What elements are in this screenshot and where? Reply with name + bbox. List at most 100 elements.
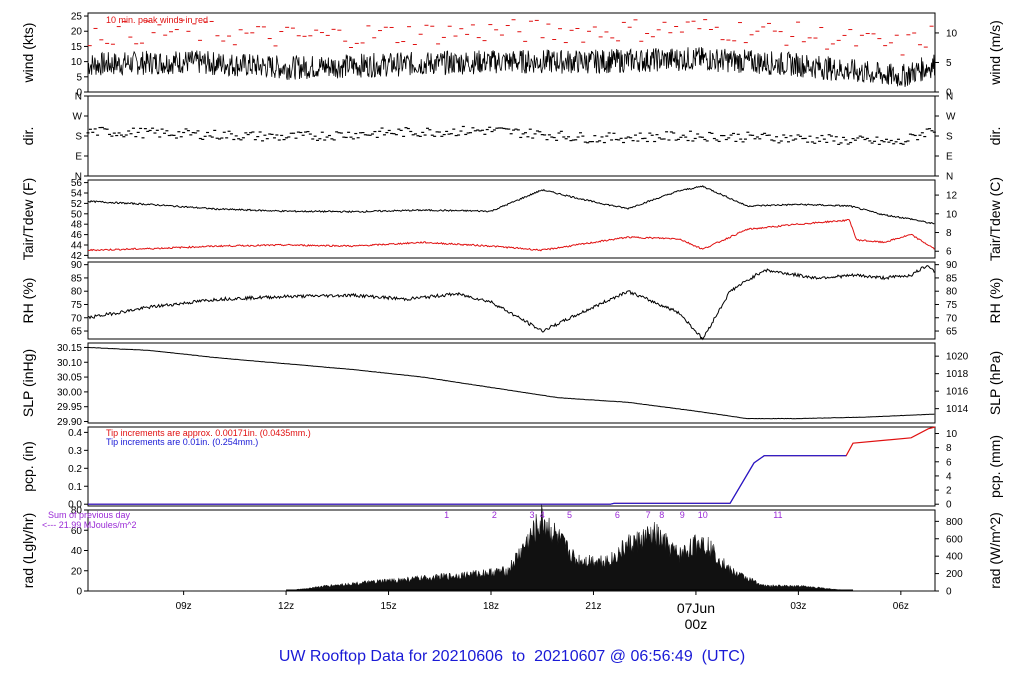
pcp-right-tick-label: 2: [946, 486, 952, 497]
slp-left-tick-label: 30.05: [57, 373, 82, 384]
temp-right-tick-label: 6: [946, 247, 952, 258]
slp-right-tick-label: 1014: [946, 404, 969, 415]
temp-left-tick-label: 42: [71, 251, 83, 262]
slp-left-tick-label: 29.95: [57, 402, 82, 413]
title-prefix: UW Rooftop Data for: [278, 648, 428, 665]
x-tick-label: 15z: [380, 601, 396, 612]
rad-sum-line2: <--- 21.99 MJoules/m^2: [42, 520, 137, 530]
rad-left-tick-label: 40: [71, 546, 83, 557]
slp-left-tick-label: 30.10: [57, 358, 82, 369]
rad-sample-label: 4: [540, 510, 545, 520]
rad-sample-label: 5: [567, 510, 572, 520]
dir-ylabel-right: dir.: [987, 127, 1003, 146]
rh-right-tick-label: 90: [946, 260, 958, 271]
rad-left-tick-label: 60: [71, 526, 83, 537]
dir-left-tick-label: S: [75, 132, 82, 143]
rad-sample-label: 8: [659, 510, 664, 520]
slp-right-tick-label: 1018: [946, 369, 969, 380]
dir-right-tick-label: W: [946, 112, 956, 123]
rh-right-tick-label: 75: [946, 300, 958, 311]
rad-ylabel-right: rad (W/m^2): [987, 512, 1003, 589]
wind-left-tick-label: 25: [71, 12, 83, 23]
rad-left-tick-label: 20: [71, 566, 83, 577]
temp-left-tick-label: 54: [71, 189, 83, 200]
rad-sample-label: 10: [698, 510, 708, 520]
dir-right-tick-label: E: [946, 152, 953, 163]
rh-right-tick-label: 70: [946, 313, 958, 324]
rad-left-tick-label: 0: [76, 587, 82, 598]
temp-left-tick-label: 46: [71, 230, 83, 241]
slp-left-tick-label: 30.15: [57, 343, 82, 354]
wind-left-tick-label: 5: [76, 72, 82, 83]
rh-right-tick-label: 80: [946, 287, 958, 298]
temp-series-1: [87, 219, 935, 252]
rad-sample-label: 3: [529, 510, 534, 520]
x-tick-label: 18z: [483, 601, 499, 612]
pcp-right-tick-label: 6: [946, 457, 952, 468]
rad-right-tick-label: 400: [946, 552, 963, 563]
rad-sample-label: 7: [646, 510, 651, 520]
pcp-right-tick-label: 8: [946, 443, 952, 454]
dir-left-tick-label: N: [75, 92, 82, 103]
slp-left-tick-label: 29.90: [57, 417, 82, 428]
pcp-note-red: Tip increments are approx. 0.00171in. (0…: [106, 428, 311, 438]
title-to: to: [511, 648, 526, 665]
rh-right-tick-label: 65: [946, 327, 958, 338]
temp-ylabel-right: Tair/Tdew (C): [987, 177, 1003, 261]
pcp-left-tick-label: 0.1: [68, 482, 82, 493]
rh-left-tick-label: 65: [71, 327, 83, 338]
rad-sum-line1: Sum of previous day: [48, 510, 131, 520]
dir-right-tick-label: N: [946, 92, 953, 103]
dir-right-tick-label: S: [946, 132, 953, 143]
pcp-left-tick-label: 0.0: [68, 500, 82, 511]
wind-left-tick-label: 20: [71, 27, 83, 38]
pcp-ylabel-left: pcp. (in): [20, 441, 36, 492]
slp-panel-frame: [87, 342, 936, 424]
title-time: 06:56:49: [630, 648, 693, 665]
pcp-panel-frame: [87, 426, 936, 507]
x-tick-label: 21z: [585, 601, 601, 612]
rh-panel-frame: [87, 261, 936, 340]
wind-left-tick-label: 0: [76, 88, 82, 99]
rad-sample-label: 1: [444, 510, 449, 520]
x-date-label: 07Jun: [677, 600, 715, 616]
title-at: @: [609, 648, 626, 665]
temp-left-tick-label: 44: [71, 241, 83, 252]
rad-right-tick-label: 0: [946, 587, 952, 598]
wind-panel-frame: [87, 12, 936, 93]
wind-speed-series: [87, 47, 935, 87]
x-tick-label: 09z: [176, 601, 192, 612]
pcp-left-tick-label: 0.3: [68, 446, 82, 457]
slp-ylabel-right: SLP (hPa): [987, 351, 1003, 415]
rh-series-0: [87, 265, 935, 341]
rh-ylabel-left: RH (%): [20, 278, 36, 324]
dir-right-tick-label: N: [946, 172, 953, 183]
rh-left-tick-label: 85: [71, 273, 83, 284]
pcp-left-tick-label: 0.4: [68, 428, 82, 439]
pcp-note-blue: Tip increments are 0.01in. (0.254mm.): [106, 437, 258, 447]
temp-left-tick-label: 56: [71, 178, 83, 189]
temp-series-0: [88, 185, 935, 225]
dir-ylabel-left: dir.: [20, 127, 36, 146]
pcp-left-tick-label: 0.2: [68, 464, 82, 475]
slp-left-tick-label: 30.00: [57, 387, 82, 398]
rh-left-tick-label: 70: [71, 313, 83, 324]
rh-right-tick-label: 85: [946, 273, 958, 284]
temp-left-tick-label: 52: [71, 199, 83, 210]
wind-ylabel-left: wind (kts): [20, 23, 36, 84]
title-start-date: 20210606: [431, 648, 503, 665]
rad-left-tick-label: 80: [71, 506, 83, 517]
temp-ylabel-left: Tair/Tdew (F): [20, 178, 36, 260]
temp-left-tick-label: 50: [71, 209, 83, 220]
rad-ylabel-left: rad (Lgly/hr): [20, 513, 36, 588]
dir-left-tick-label: N: [75, 172, 82, 183]
dir-left-tick-label: E: [75, 152, 82, 163]
temp-panel-frame: [87, 179, 936, 259]
x-tick-label: 12z: [278, 601, 294, 612]
rh-left-tick-label: 90: [71, 260, 83, 271]
wind-right-tick-label: 10: [946, 28, 958, 39]
temp-right-tick-label: 8: [946, 228, 952, 239]
rad-sample-label: 2: [492, 510, 497, 520]
rad-sample-label: 11: [773, 510, 782, 520]
